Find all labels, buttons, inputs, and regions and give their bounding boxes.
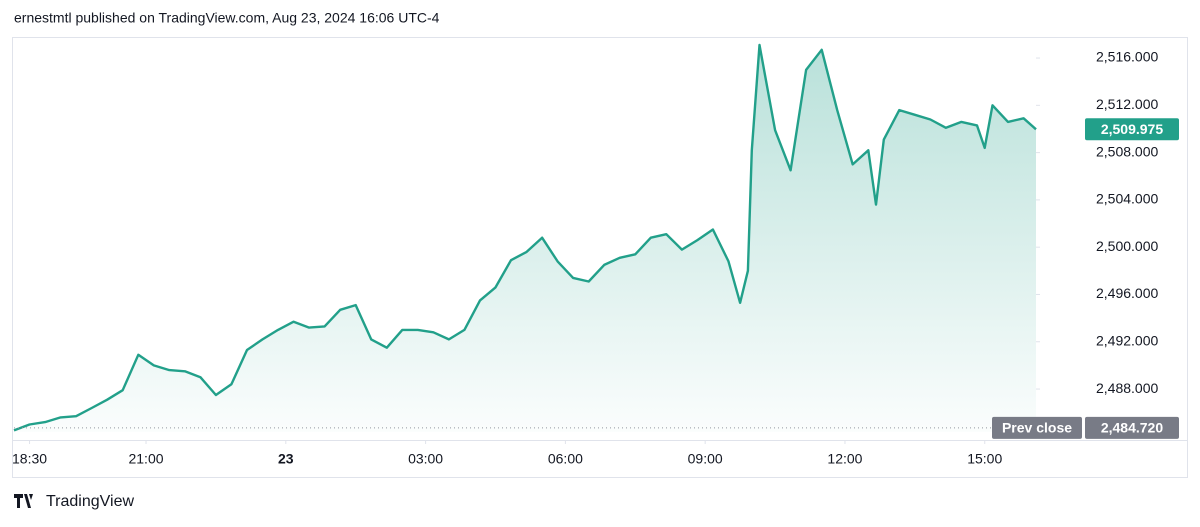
prev-close-tag <box>992 416 1082 439</box>
y-tick-label: 2,504.000 <box>1096 191 1158 207</box>
brand-logo <box>14 494 33 508</box>
y-tick-label: 2,496.000 <box>1096 285 1158 301</box>
prev-close-value-tag <box>1085 416 1179 439</box>
x-tick-label: 23 <box>278 451 294 467</box>
brand-name: TradingView <box>46 493 134 510</box>
x-tick-label: 03:00 <box>408 451 443 467</box>
chart-title: ernestmtl published on TradingView.com, … <box>14 10 440 26</box>
area-fill <box>14 45 1036 432</box>
last-price-tag <box>1085 118 1179 141</box>
chart-frame <box>12 37 1188 478</box>
y-tick-label: 2,500.000 <box>1096 238 1158 254</box>
y-tick-label: 2,508.000 <box>1096 143 1158 159</box>
x-tick-label: 06:00 <box>548 451 583 467</box>
y-tick-label: 2,512.000 <box>1096 96 1158 112</box>
prev-close-label: Prev close <box>1002 420 1072 436</box>
price-line <box>13 43 1037 432</box>
x-tick-label: 12:00 <box>827 451 862 467</box>
y-tick-label: 2,516.000 <box>1096 49 1158 65</box>
prev-close-value: 2,484.720 <box>1101 420 1163 436</box>
y-tick-label: 2,488.000 <box>1096 380 1158 396</box>
y-tick-label: 2,492.000 <box>1096 332 1158 348</box>
x-tick-label: 18:30 <box>12 451 47 467</box>
x-tick-label: 15:00 <box>967 451 1002 467</box>
last-price-label: 2,509.975 <box>1101 121 1163 137</box>
x-tick-label: 09:00 <box>688 451 723 467</box>
x-tick-label: 21:00 <box>128 451 163 467</box>
